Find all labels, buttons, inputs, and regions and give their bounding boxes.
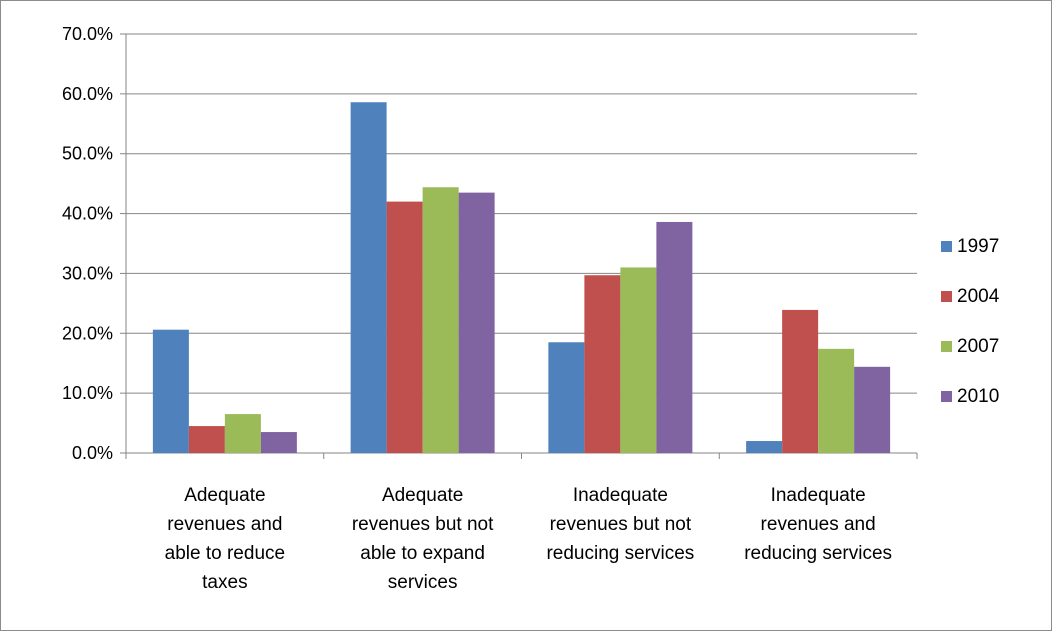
bar-2007-4 (818, 348, 855, 453)
y-tick-label: 70.0% (62, 24, 113, 44)
bar-2010-3 (656, 221, 693, 453)
legend-swatch-2004 (941, 291, 952, 302)
x-category-label-line: Adequate (382, 485, 463, 506)
bar-2007-2 (422, 187, 459, 453)
bar-2010-4 (854, 366, 891, 453)
x-category-label-line: Inadequate (771, 485, 866, 506)
x-category-label-line: revenues but not (550, 514, 692, 535)
y-tick-label: 40.0% (62, 204, 113, 224)
bar-2004-3 (584, 275, 621, 453)
x-category-label-line: reducing services (546, 543, 694, 564)
legend-label-2004: 2004 (957, 286, 1000, 307)
x-category-label: Inadequate revenues and reducing services (744, 485, 892, 564)
bar-2010-2 (458, 192, 495, 453)
x-category-label: Adequate revenues and able to reduce taxes (165, 485, 285, 593)
y-tick-label: 60.0% (62, 84, 113, 104)
legend-label-2010: 2010 (957, 386, 999, 407)
bar-1997-3 (548, 342, 585, 453)
y-tick-label: 0.0% (72, 443, 113, 463)
y-tick-label: 30.0% (62, 263, 113, 283)
x-category-label-line: revenues but not (352, 514, 494, 535)
x-category-label-line: reducing services (744, 543, 892, 564)
legend-label-2007: 2007 (957, 336, 999, 357)
bar-2007-3 (620, 267, 657, 453)
bar-1997-2 (350, 102, 387, 453)
bar-2004-4 (782, 309, 819, 453)
y-tick-label: 20.0% (62, 323, 113, 343)
legend-swatch-2007 (941, 341, 952, 352)
y-tick-label: 10.0% (62, 383, 113, 403)
y-tick-label: 50.0% (62, 144, 113, 164)
legend-label-1997: 1997 (957, 236, 999, 257)
x-category-label-line: able to reduce (165, 543, 285, 564)
x-category-label-line: Inadequate (573, 485, 668, 506)
legend-swatch-2010 (941, 391, 952, 402)
x-category-label: Adequate revenues but not able to expand se… (352, 485, 494, 593)
x-category-label-line: taxes (202, 572, 247, 593)
x-category-label-line: able to expand (360, 543, 485, 564)
x-category-label-line: revenues and (761, 514, 876, 535)
bar-2007-1 (224, 414, 261, 453)
x-category-label-line: revenues and (167, 514, 282, 535)
bar-2004-2 (386, 201, 423, 453)
bar-1997-4 (746, 441, 783, 453)
bar-1997-1 (152, 329, 189, 453)
x-category-label: Inadequate revenues but not reducing servi… (546, 485, 694, 564)
x-category-label-line: Adequate (184, 485, 265, 506)
legend-swatch-1997 (941, 241, 952, 252)
x-category-label-line: services (388, 572, 458, 593)
bar-2010-1 (260, 432, 297, 453)
bar-2004-1 (188, 426, 225, 453)
